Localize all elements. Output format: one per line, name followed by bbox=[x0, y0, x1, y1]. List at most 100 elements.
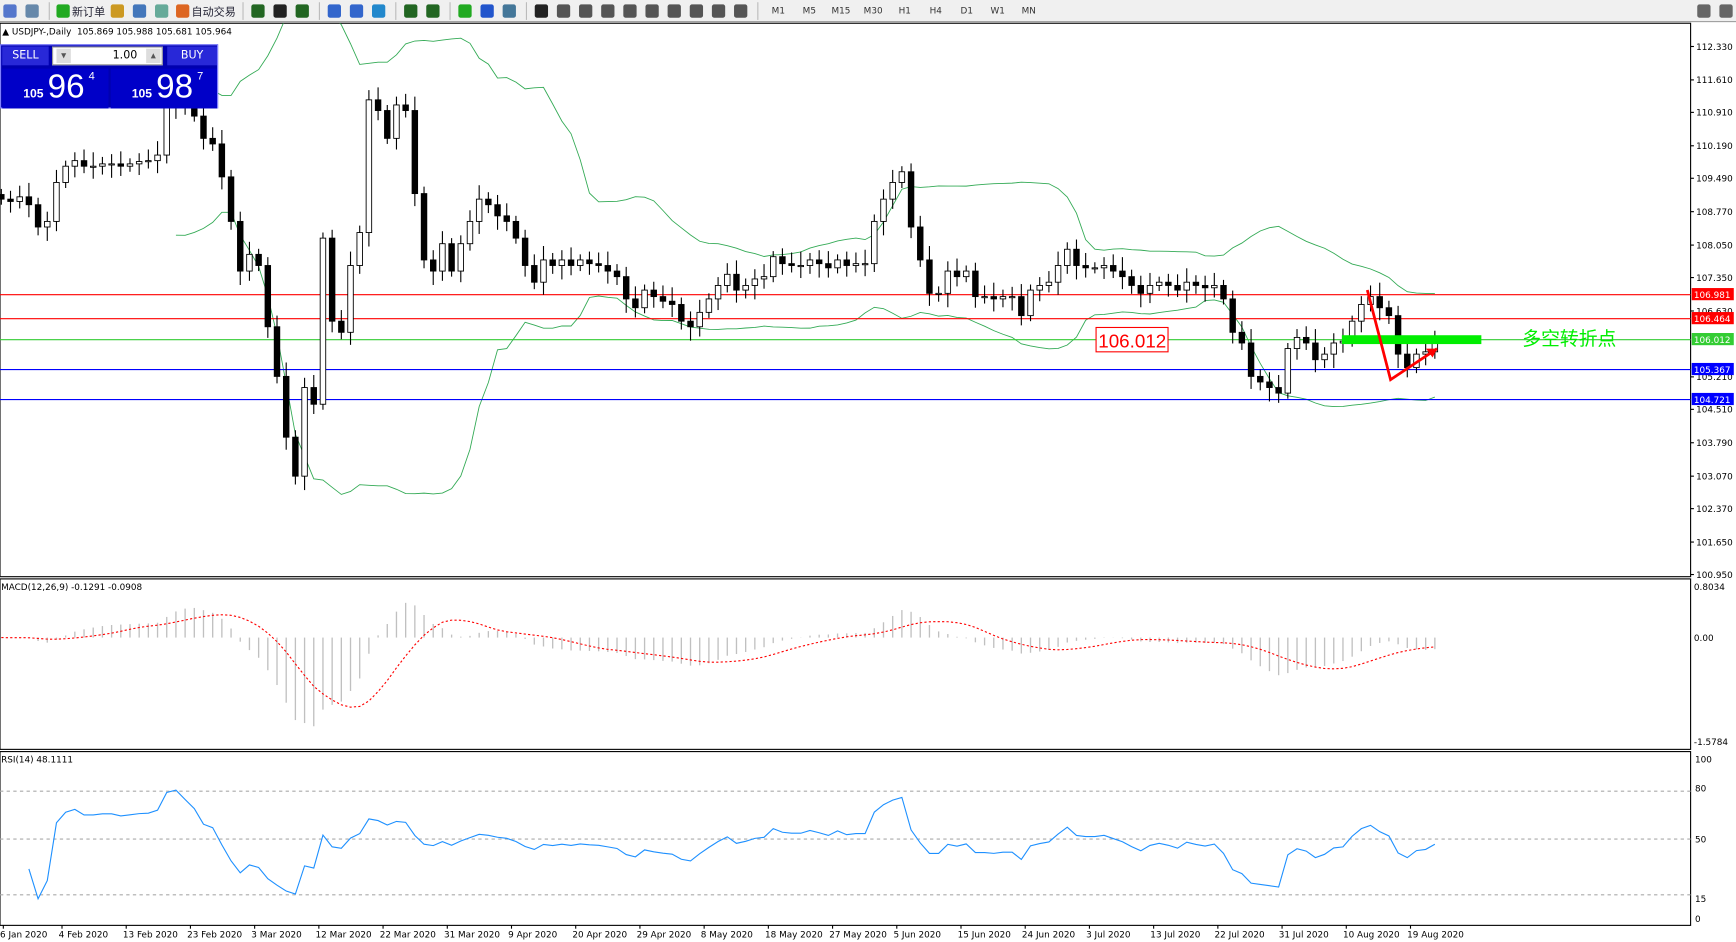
buy-price[interactable]: 105 98 7 bbox=[110, 68, 217, 109]
candle-body bbox=[246, 253, 253, 272]
candle-body bbox=[751, 278, 759, 286]
chart-shift-icon-button[interactable] bbox=[425, 2, 443, 20]
timeframe-m1[interactable]: M1 bbox=[771, 5, 785, 16]
candle bbox=[889, 169, 896, 209]
candle-body bbox=[1008, 296, 1016, 299]
templates-icon-button[interactable] bbox=[502, 2, 520, 20]
buy-price-sup: 7 bbox=[197, 70, 204, 84]
label-icon-button[interactable] bbox=[711, 2, 729, 20]
chat-icon-button[interactable] bbox=[1718, 2, 1736, 20]
auto-trading-icon-button[interactable]: 自动交易 bbox=[176, 2, 236, 20]
crosshair-icon-button[interactable] bbox=[556, 2, 574, 20]
candle bbox=[448, 238, 455, 277]
arrows-icon-button[interactable] bbox=[733, 2, 751, 20]
candle-body bbox=[1110, 265, 1117, 272]
candle-body bbox=[485, 198, 492, 206]
tile-icon bbox=[371, 3, 386, 18]
market-icon-button[interactable] bbox=[132, 2, 150, 20]
price-tick-label: 107.350 bbox=[1696, 274, 1733, 284]
date-label: 13 Jul 2020 bbox=[1150, 931, 1200, 941]
candle-body bbox=[1201, 285, 1209, 289]
candle-body bbox=[1330, 342, 1337, 355]
level-price-tag bbox=[1691, 362, 1734, 376]
candle bbox=[852, 252, 860, 273]
line-chart-icon-button[interactable] bbox=[294, 2, 312, 20]
vline-icon-button[interactable] bbox=[578, 2, 596, 20]
candle-body bbox=[705, 298, 713, 313]
candle-body bbox=[1064, 248, 1071, 266]
candle bbox=[80, 149, 88, 174]
text-icon-button[interactable] bbox=[689, 2, 707, 20]
candle-body bbox=[825, 263, 832, 269]
timeframe-m15[interactable]: M15 bbox=[831, 5, 851, 16]
zoom-out-icon-button[interactable] bbox=[349, 2, 367, 20]
autoscroll-icon-button[interactable] bbox=[403, 2, 421, 20]
zoom-in-icon-button[interactable] bbox=[327, 2, 345, 20]
candle-body bbox=[402, 104, 409, 111]
zoom-chart-icon-button[interactable] bbox=[24, 2, 42, 20]
red-arrow-path bbox=[1365, 289, 1438, 382]
price-tick-label: 105.210 bbox=[1696, 373, 1733, 383]
candle bbox=[264, 257, 272, 338]
sell-price-prefix: 105 bbox=[23, 87, 44, 101]
buy-button[interactable]: BUY bbox=[167, 46, 217, 66]
line-chart-icon bbox=[295, 3, 309, 18]
timeframe-d1[interactable]: D1 bbox=[960, 5, 973, 16]
candle bbox=[705, 293, 713, 318]
timeframe-w1[interactable]: W1 bbox=[990, 5, 1005, 16]
lot-increase-icon[interactable]: ▲ bbox=[146, 48, 161, 64]
autoscroll-icon bbox=[404, 3, 418, 18]
fib-icon-button[interactable] bbox=[644, 2, 662, 20]
timeframe-m30[interactable]: M30 bbox=[863, 5, 883, 16]
trendline-icon-button[interactable] bbox=[622, 2, 640, 20]
bar-chart-icon-button[interactable] bbox=[250, 2, 268, 20]
candle-body bbox=[1146, 285, 1154, 294]
expert-icon-button[interactable] bbox=[110, 2, 128, 20]
cursor-icon-button[interactable] bbox=[534, 2, 552, 20]
candle-body bbox=[393, 104, 400, 139]
candle-chart-icon-button[interactable] bbox=[272, 2, 290, 20]
indicators-icon-button[interactable] bbox=[457, 2, 475, 20]
bollinger-upper bbox=[175, 23, 1435, 294]
new-order-icon-button[interactable]: 新订单 bbox=[56, 2, 105, 20]
tile-icon-button[interactable] bbox=[371, 2, 389, 20]
candle-body bbox=[861, 263, 869, 266]
candle-body bbox=[1220, 285, 1227, 300]
candle bbox=[678, 297, 685, 330]
period-icon-button[interactable] bbox=[479, 2, 497, 20]
candle bbox=[503, 203, 510, 232]
timeframe-h1[interactable]: H1 bbox=[898, 5, 911, 16]
candle-body bbox=[1247, 342, 1255, 377]
candle-body bbox=[365, 99, 373, 234]
toolbar-separator bbox=[449, 1, 451, 20]
lot-decrease-icon[interactable]: ▼ bbox=[56, 48, 71, 64]
sell-price[interactable]: 105 96 4 bbox=[2, 68, 109, 109]
candle bbox=[347, 251, 354, 345]
candle-body bbox=[733, 273, 740, 291]
main-chart-pane bbox=[0, 22, 1692, 578]
macd-tick-label: -1.5784 bbox=[1694, 738, 1729, 748]
candle-body bbox=[1073, 248, 1080, 266]
candle-body bbox=[126, 163, 134, 167]
toolbar-separator bbox=[242, 1, 244, 20]
timeframe-m5[interactable]: M5 bbox=[802, 5, 816, 16]
new-chart-icon-button[interactable] bbox=[2, 2, 20, 20]
channel-icon-button[interactable] bbox=[666, 2, 684, 20]
zoom-chart-icon bbox=[25, 3, 39, 18]
lot-size-input[interactable]: 1.00 bbox=[52, 46, 163, 66]
search-icon-button[interactable] bbox=[1696, 2, 1714, 20]
hline-icon-button[interactable] bbox=[600, 2, 618, 20]
chat-icon bbox=[1719, 3, 1733, 18]
candle bbox=[733, 260, 740, 303]
candle bbox=[319, 232, 327, 410]
toolbar-separator bbox=[757, 1, 759, 20]
signal-icon-button[interactable] bbox=[154, 2, 172, 20]
cursor-icon bbox=[534, 3, 549, 18]
timeframe-mn[interactable]: MN bbox=[1021, 5, 1036, 16]
candle bbox=[1266, 372, 1273, 402]
date-label: 18 May 2020 bbox=[765, 931, 823, 941]
timeframe-h4[interactable]: H4 bbox=[929, 5, 942, 16]
candle-body bbox=[135, 161, 143, 165]
sell-button[interactable]: SELL bbox=[2, 46, 49, 66]
